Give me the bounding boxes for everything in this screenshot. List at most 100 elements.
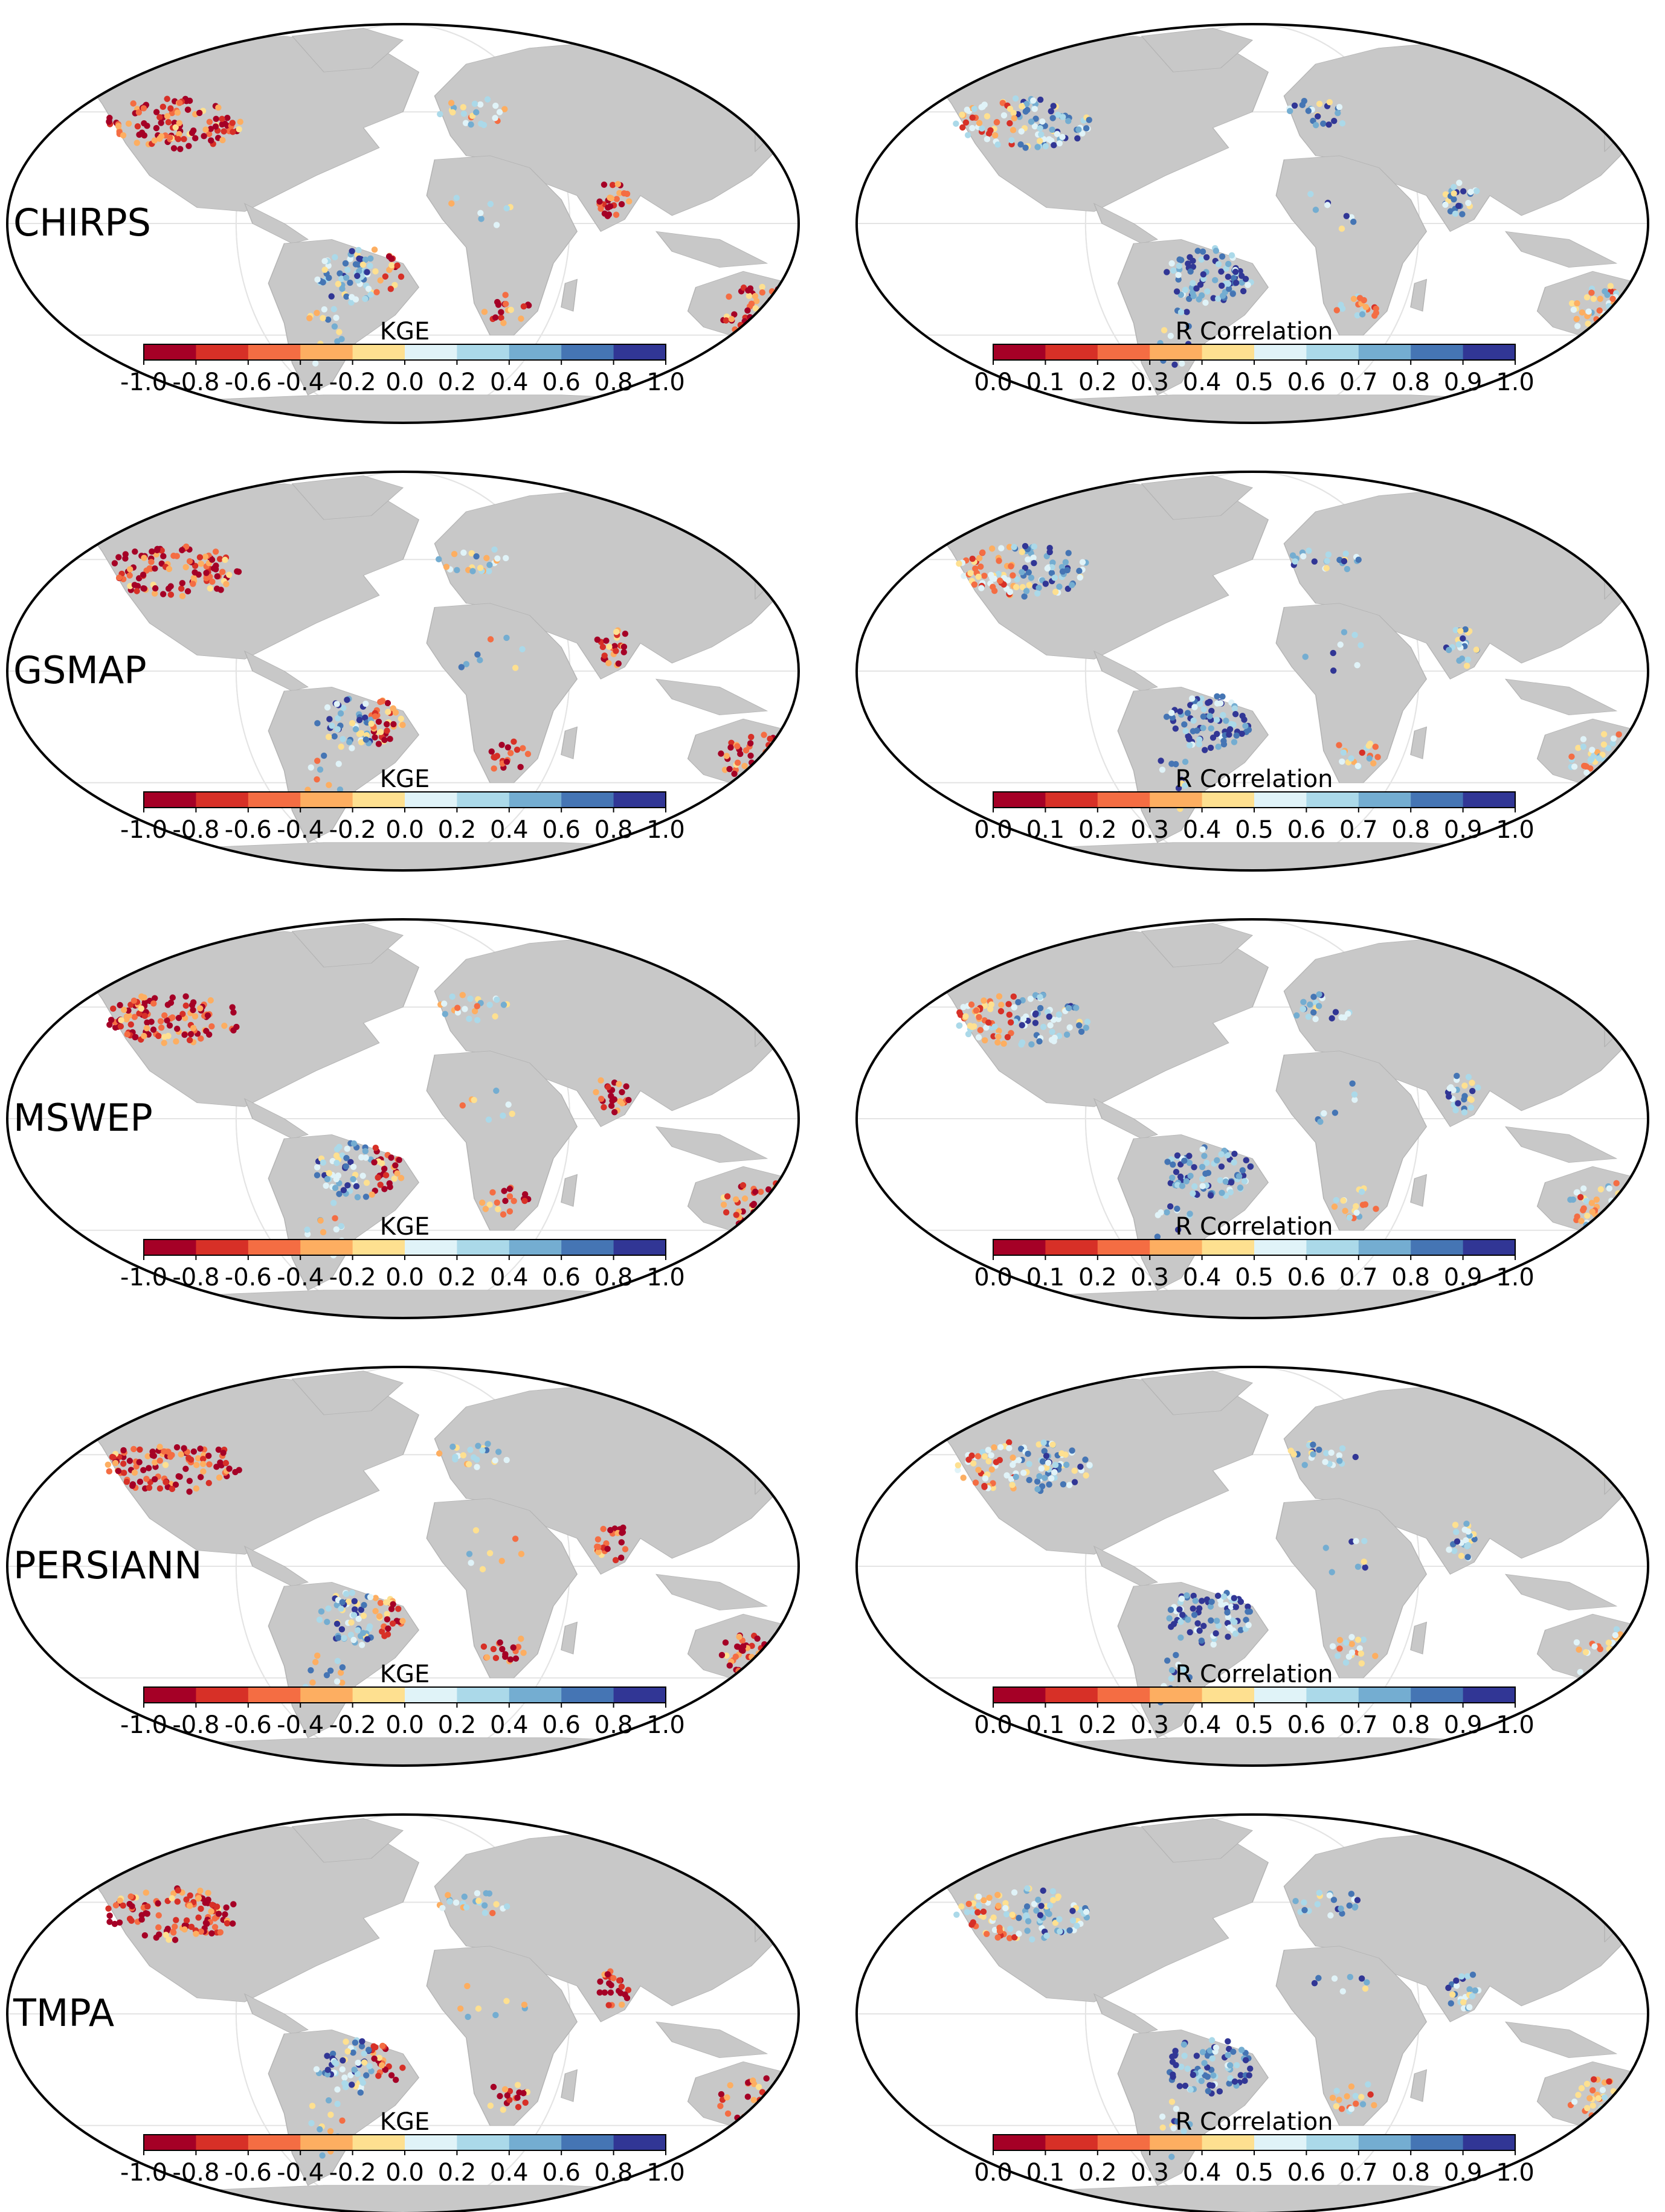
- station-dot: [376, 2054, 383, 2062]
- station-dot: [377, 728, 384, 736]
- station-dot: [1038, 131, 1045, 138]
- station-dot: [1336, 1452, 1343, 1459]
- station-dot: [1316, 1889, 1322, 1896]
- station-dot: [326, 782, 332, 788]
- station-dot: [355, 261, 362, 268]
- station-dot: [192, 135, 199, 142]
- station-dot: [1586, 2095, 1593, 2101]
- station-dot: [136, 1010, 143, 1017]
- station-dot: [1164, 1657, 1171, 1664]
- station-dot: [1632, 310, 1640, 317]
- station-dot: [1348, 2083, 1355, 2090]
- station-dot: [774, 2115, 781, 2121]
- station-dot: [793, 749, 799, 756]
- station-dot: [606, 643, 613, 650]
- station-dot: [1206, 713, 1213, 719]
- station-dot: [208, 556, 216, 563]
- station-dot: [758, 104, 765, 111]
- station-dot: [207, 997, 214, 1004]
- station-dot: [961, 573, 967, 579]
- station-dot: [324, 1175, 330, 1183]
- station-dot: [1316, 991, 1322, 998]
- station-dot: [1631, 289, 1638, 297]
- station-dot: [779, 1199, 786, 1206]
- station-dot: [181, 1926, 188, 1933]
- station-dot: [1455, 202, 1462, 209]
- station-dot: [466, 1551, 473, 1557]
- colorbar-label: KGE: [380, 765, 430, 793]
- station-dot: [1579, 309, 1586, 316]
- station-dot: [226, 1465, 233, 1472]
- station-dot: [336, 329, 343, 335]
- station-dot: [997, 1008, 1005, 1015]
- station-dot: [134, 123, 141, 130]
- station-dot: [772, 1650, 779, 1657]
- station-dot: [1573, 1217, 1580, 1223]
- station-dot: [162, 1462, 169, 1468]
- station-dot: [481, 1909, 489, 1917]
- station-dot: [363, 1180, 370, 1186]
- colorbar-segment: [1045, 1239, 1098, 1255]
- station-dot: [1037, 96, 1044, 103]
- station-dot: [768, 1221, 775, 1227]
- station-dot: [1031, 106, 1038, 112]
- station-dot: [340, 1187, 347, 1194]
- colorbar-segment: [993, 1239, 1046, 1255]
- colorbar-tick-label: 0.6: [1287, 1264, 1326, 1291]
- station-dot: [159, 591, 167, 597]
- station-dot: [521, 1191, 529, 1198]
- station-dot: [765, 2109, 771, 2116]
- station-dot: [1635, 1662, 1641, 1669]
- station-dot: [1208, 2037, 1216, 2043]
- station-dot: [371, 1159, 378, 1166]
- station-dot: [599, 643, 607, 651]
- colorbar-segment: [1306, 1239, 1359, 1255]
- station-dot: [1168, 260, 1175, 267]
- station-dot: [1325, 551, 1332, 558]
- station-dot: [1063, 1031, 1071, 1038]
- station-dot: [198, 561, 204, 567]
- station-dot: [324, 2071, 331, 2078]
- station-dot: [604, 1545, 611, 1552]
- station-dot: [362, 295, 369, 303]
- station-dot: [209, 578, 216, 585]
- station-dot: [462, 1006, 468, 1012]
- station-dot: [1374, 754, 1381, 760]
- station-dot: [1231, 1159, 1237, 1166]
- station-dot: [1644, 1203, 1648, 1210]
- station-dot: [1164, 1209, 1170, 1216]
- station-dot: [338, 1605, 344, 1612]
- colorbar-tick-label: -0.4: [277, 368, 324, 396]
- station-dot: [1445, 1984, 1452, 1992]
- station-dot: [1032, 115, 1039, 122]
- station-dot: [619, 1529, 625, 1536]
- map-outline: [6, 471, 800, 872]
- station-dot: [165, 119, 172, 126]
- station-dot: [313, 2066, 320, 2072]
- station-dot: [205, 1889, 211, 1897]
- station-dot: [617, 1554, 625, 1561]
- station-dot: [1013, 584, 1020, 591]
- station-dot: [1169, 1174, 1176, 1181]
- station-dot: [1059, 133, 1066, 140]
- colorbar-segment: [352, 792, 405, 808]
- station-dot: [186, 1477, 193, 1484]
- station-dot: [1194, 248, 1201, 254]
- station-dot: [723, 317, 730, 324]
- station-dot: [769, 1207, 776, 1214]
- station-dot: [1176, 2083, 1184, 2089]
- station-dot: [343, 1163, 350, 1170]
- colorbar-segment: [613, 792, 666, 808]
- station-dot: [1642, 304, 1648, 311]
- station-dot: [1357, 1650, 1365, 1657]
- station-dot: [1627, 1655, 1634, 1662]
- station-dot: [1223, 718, 1229, 724]
- station-dot: [338, 1626, 346, 1633]
- station-dot: [1605, 1445, 1612, 1452]
- station-dot: [1040, 1887, 1046, 1894]
- station-dot: [1083, 1472, 1089, 1479]
- station-dots: [111, 543, 799, 803]
- station-dot: [768, 1222, 775, 1229]
- station-dot: [1615, 2100, 1623, 2107]
- station-dot: [352, 2039, 359, 2046]
